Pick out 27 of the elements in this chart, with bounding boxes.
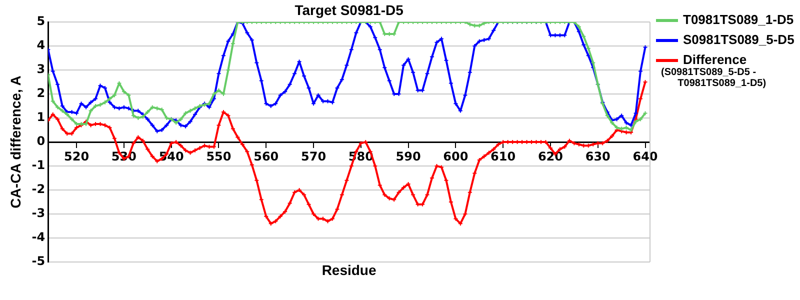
x-tick-label: 520 [64,149,90,164]
y-tick-label: 5 [36,14,46,28]
x-tick-label: 610 [490,149,516,164]
y-tick-label: 4 [36,38,46,52]
y-axis-title: CA-CA difference, A [7,76,24,208]
legend-label: Difference (S0981TS089_5-D5 - T0981TS089_1-D5) [661,52,766,89]
y-tick-label: 1 [36,110,46,124]
x-axis-title: Residue [320,262,378,278]
y-tick-label: 3 [36,62,46,76]
x-tick-label: 620 [538,149,564,164]
chart-title: Target S0981-D5 [294,2,404,18]
y-tick-label: -4 [32,230,46,244]
y-tick-label: 0 [36,134,46,148]
x-tick-label: 550 [206,149,232,164]
legend-label: T0981TS089_1-D5 [683,12,794,27]
x-tick-label: 590 [396,149,421,164]
x-tick-label: 600 [443,149,468,164]
y-tick-label: -2 [32,182,46,196]
y-tick-label: -5 [32,254,46,268]
y-tick-label: 2 [36,86,46,100]
x-tick-label: 630 [585,149,610,164]
y-tick-label: -1 [32,158,46,172]
x-tick-label: 570 [300,149,326,164]
x-tick-label: 640 [632,149,658,164]
y-tick-label: -3 [32,206,46,220]
legend-label: S0981TS089_5-D5 [683,32,794,47]
x-tick-label: 560 [254,149,279,164]
